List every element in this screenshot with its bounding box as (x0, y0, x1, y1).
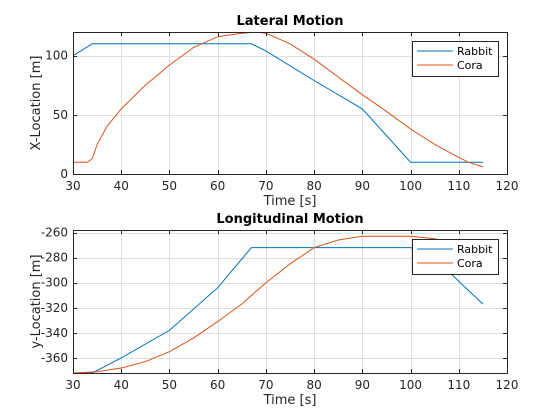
longitudinal-motion-y-tick-label: -260 (41, 226, 68, 240)
lateral-motion-legend-box (412, 41, 499, 77)
longitudinal-motion-y-tick-label: -320 (41, 301, 68, 315)
longitudinal-motion-title: Longitudinal Motion (216, 212, 363, 227)
longitudinal-motion-x-tick-label: 80 (306, 378, 321, 392)
longitudinal-motion-axes-box (73, 230, 508, 374)
longitudinal-motion-x-tick-label: 60 (210, 378, 225, 392)
lateral-motion-legend-label-cora: Cora (457, 59, 483, 72)
lateral-motion-x-tick-label: 50 (162, 179, 177, 193)
lateral-motion-y-tick-label: 0 (60, 167, 68, 181)
lateral-motion-y-tick-label: 100 (45, 49, 68, 63)
lateral-motion-x-tick-label: 60 (210, 179, 225, 193)
longitudinal-motion-legend-box (412, 239, 499, 275)
longitudinal-motion-x-tick-label: 30 (65, 378, 80, 392)
longitudinal-motion-y-tick-label: -360 (41, 351, 68, 365)
longitudinal-motion-x-tick-label: 70 (258, 378, 273, 392)
lateral-motion-y-axis-label: X-Location [m] (29, 56, 44, 151)
longitudinal-motion-x-tick-label: 50 (162, 378, 177, 392)
lateral-motion-x-tick-label: 70 (258, 179, 273, 193)
longitudinal-motion-x-tick-label: 100 (399, 378, 422, 392)
lateral-motion-x-tick-label: 90 (355, 179, 370, 193)
longitudinal-motion-series-cora (73, 235, 459, 373)
longitudinal-motion-legend-label-rabbit: Rabbit (457, 243, 493, 256)
longitudinal-motion-x-axis-label: Time [s] (263, 393, 317, 408)
lateral-motion-x-tick-label: 100 (399, 179, 422, 193)
lateral-motion-x-tick-label: 80 (306, 179, 321, 193)
longitudinal-motion-x-tick-label: 110 (447, 378, 470, 392)
longitudinal-motion-x-tick-label: 40 (114, 378, 129, 392)
lateral-motion-x-tick-label: 30 (65, 179, 80, 193)
lateral-motion-y-tick-label: 50 (53, 108, 68, 122)
lateral-motion-legend-label-rabbit: Rabbit (457, 45, 493, 58)
lateral-motion-x-tick-label: 120 (496, 179, 519, 193)
longitudinal-motion-y-tick-label: -280 (41, 251, 68, 265)
longitudinal-motion-panel: 30 40 50 60 70 80 90 100 110 120 -360 -340 -320 -300 -… (29, 212, 518, 408)
lateral-motion-panel: 30 40 50 60 70 80 90 100 110 120 0 50 100 Lateral Mot… (29, 14, 518, 209)
lateral-motion-x-axis-label: Time [s] (263, 194, 317, 209)
lateral-motion-series-rabbit (73, 43, 483, 163)
longitudinal-motion-y-axis-label: y-Location [m] (29, 254, 44, 348)
longitudinal-motion-y-tick-label: -340 (41, 326, 68, 340)
longitudinal-motion-legend-label-cora: Cora (457, 257, 483, 270)
longitudinal-motion-x-tick-label: 120 (496, 378, 519, 392)
longitudinal-motion-x-tick-label: 90 (355, 378, 370, 392)
lateral-motion-x-tick-label: 110 (447, 179, 470, 193)
lateral-motion-x-tick-label: 40 (114, 179, 129, 193)
lateral-motion-title: Lateral Motion (237, 14, 344, 29)
longitudinal-motion-y-tick-label: -300 (41, 276, 68, 290)
lateral-motion-axes-box (73, 32, 508, 175)
